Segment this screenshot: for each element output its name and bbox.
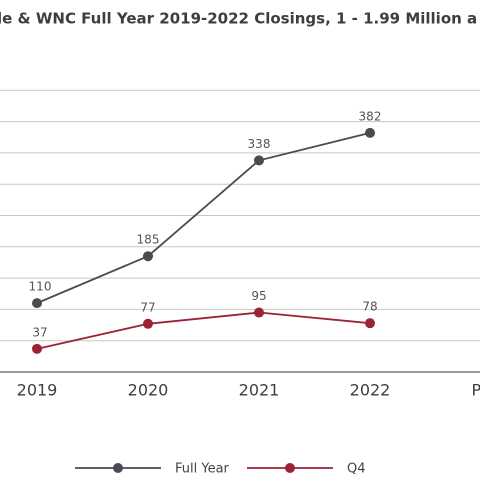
series-line: [36, 311, 371, 350]
legend-label: Q4: [347, 462, 366, 477]
data-point: [32, 298, 42, 309]
legend-marker: [113, 463, 123, 473]
data-point: [32, 343, 42, 354]
data-point: [254, 307, 264, 318]
data-label: 78: [362, 300, 377, 314]
data-label: 95: [251, 289, 266, 303]
x-tick-label: 2022: [350, 381, 391, 400]
data-point: [143, 318, 153, 329]
x-tick-label: 2019: [17, 381, 58, 400]
data-point: [365, 127, 375, 138]
data-label: 77: [140, 300, 155, 314]
data-label: 338: [248, 137, 271, 151]
chart-title: le & WNC Full Year 2019-2022 Closings, 1…: [0, 10, 477, 28]
data-point: [365, 318, 375, 329]
data-label: 110: [29, 280, 52, 294]
legend-marker: [285, 463, 295, 473]
data-label: 382: [359, 109, 382, 123]
x-tick-label: 2021: [239, 381, 280, 400]
data-label: 37: [32, 325, 47, 339]
data-label: 185: [137, 233, 160, 247]
legend-label: Full Year: [175, 462, 230, 477]
x-tick-label: 2020: [128, 381, 169, 400]
series-line: [36, 131, 371, 304]
data-point: [254, 155, 264, 166]
data-point: [143, 251, 153, 262]
x-tick-label: Pe: [472, 381, 480, 400]
